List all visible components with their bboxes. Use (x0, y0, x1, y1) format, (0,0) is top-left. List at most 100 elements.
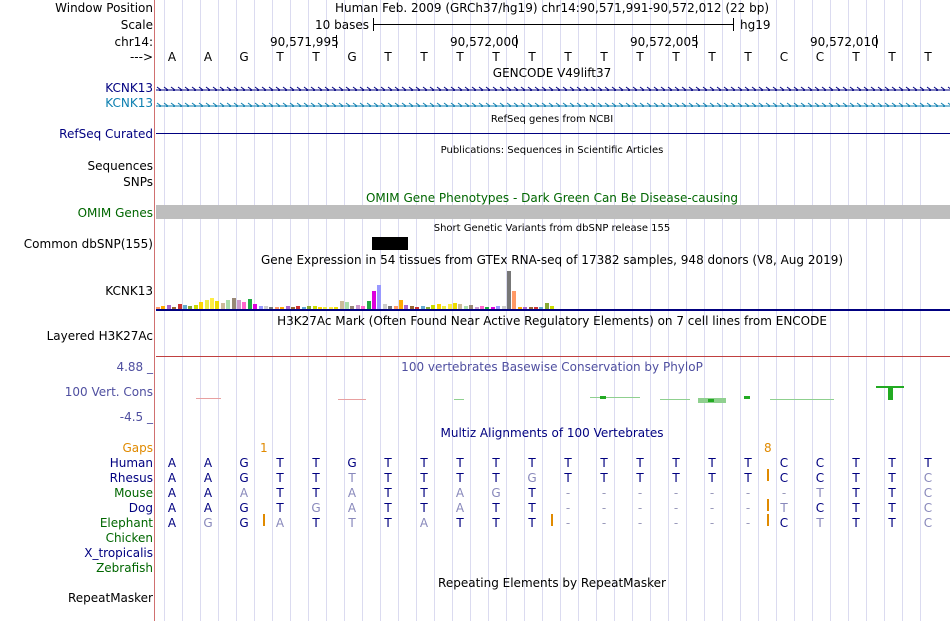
gtex-tissue-bar[interactable] (183, 305, 187, 309)
gtex-tissue-bar[interactable] (258, 306, 263, 309)
gtex-tissue-bar[interactable] (544, 303, 549, 309)
label-repeatmasker[interactable]: RepeatMasker (67, 591, 153, 605)
label-species[interactable]: Elephant (99, 516, 153, 530)
gtex-tissue-bar[interactable] (345, 302, 349, 309)
gtex-tissue-bar[interactable] (480, 306, 484, 309)
gtex-tissue-bar[interactable] (253, 304, 258, 309)
gtex-tissue-bar[interactable] (539, 307, 544, 309)
label-gencode-kcnk13[interactable]: KCNK13 (105, 81, 153, 95)
label-strand-arrow[interactable]: ---> (129, 50, 153, 64)
gtex-tissue-bar[interactable] (463, 306, 468, 309)
label-scale[interactable]: Scale (120, 18, 153, 32)
label-common-dbsnp[interactable]: Common dbSNP(155) (23, 237, 153, 251)
gtex-tissue-bar[interactable] (442, 306, 447, 309)
gtex-tissue-bar[interactable] (296, 306, 301, 309)
gtex-tissue-bar[interactable] (166, 305, 171, 309)
gtex-tissue-bar[interactable] (301, 307, 306, 309)
label-gencode-kcnk13-2[interactable]: KCNK13 (105, 96, 153, 110)
gtex-tissue-bar[interactable] (377, 285, 382, 309)
gtex-tissue-bar[interactable] (334, 307, 339, 309)
gtex-tissue-bar[interactable] (426, 307, 430, 309)
gtex-tissue-bar[interactable] (393, 306, 398, 309)
label-gtex-kcnk13[interactable]: KCNK13 (105, 284, 153, 298)
gtex-tissue-bar[interactable] (528, 307, 533, 309)
label-omim-genes[interactable]: OMIM Genes (77, 206, 153, 220)
gtex-tissue-bar[interactable] (388, 306, 393, 309)
gtex-tissue-bar[interactable] (247, 299, 252, 309)
gtex-tissue-bar[interactable] (415, 307, 420, 309)
gtex-tissue-bar[interactable] (280, 307, 285, 309)
gtex-tissue-bar[interactable] (350, 306, 355, 309)
gtex-tissue-bar[interactable] (242, 302, 247, 309)
refseq-gene-line[interactable] (156, 133, 950, 134)
label-species[interactable]: X_tropicalis (84, 546, 153, 560)
gtex-tissue-bar[interactable] (177, 304, 182, 309)
label-species[interactable]: Mouse (114, 486, 153, 500)
gtex-tissue-bar[interactable] (399, 300, 403, 309)
gtex-tissue-bar[interactable] (204, 300, 209, 309)
gtex-tissue-bar[interactable] (517, 307, 522, 309)
gtex-tissue-bar[interactable] (274, 307, 279, 309)
gtex-tissue-bar[interactable] (210, 298, 214, 309)
gtex-tissue-bar[interactable] (550, 306, 555, 309)
gtex-tissue-bar[interactable] (366, 301, 371, 309)
gtex-tissue-bar[interactable] (490, 307, 495, 309)
gtex-tissue-bar[interactable] (339, 301, 344, 309)
gtex-tissue-bar[interactable] (156, 307, 160, 309)
gtex-tissue-bar[interactable] (220, 303, 225, 309)
gtex-tissue-bar[interactable] (193, 305, 198, 309)
gencode-gene-kcnk13-2[interactable] (156, 99, 950, 107)
label-species[interactable]: Human (109, 456, 153, 470)
gtex-tissue-bar[interactable] (215, 301, 220, 309)
gtex-tissue-bar[interactable] (264, 306, 268, 309)
gtex-tissue-bar[interactable] (485, 307, 490, 309)
h3k27ac-signal-line[interactable] (156, 356, 950, 357)
gtex-tissue-bar[interactable] (226, 300, 231, 309)
gtex-tissue-bar[interactable] (523, 307, 528, 309)
label-sequences[interactable]: Sequences (87, 159, 153, 173)
label-snps[interactable]: SNPs (123, 175, 153, 189)
gtex-tissue-bar[interactable] (382, 304, 387, 309)
gtex-tissue-bar[interactable] (474, 307, 479, 309)
label-species[interactable]: Zebrafish (96, 561, 153, 575)
gtex-tissue-bar[interactable] (323, 307, 328, 309)
gtex-tissue-bar[interactable] (409, 306, 414, 309)
gtex-tissue-bar[interactable] (291, 307, 295, 309)
gtex-tissue-bar[interactable] (507, 271, 511, 309)
gtex-tissue-bar[interactable] (404, 305, 409, 309)
label-species[interactable]: Rhesus (109, 471, 153, 485)
label-layered-h3k27ac[interactable]: Layered H3K27Ac (46, 329, 153, 343)
gtex-tissue-bar[interactable] (318, 307, 322, 309)
label-gaps[interactable]: Gaps (122, 441, 153, 455)
gtex-tissue-bar[interactable] (469, 305, 474, 309)
gtex-tissue-bar[interactable] (453, 303, 457, 309)
gtex-tissue-bar[interactable] (188, 306, 193, 309)
gtex-tissue-bar[interactable] (307, 306, 312, 309)
gtex-tissue-bar[interactable] (361, 306, 366, 309)
gtex-tissue-bar[interactable] (161, 306, 166, 309)
gtex-tissue-bar[interactable] (269, 307, 274, 309)
gtex-tissue-bar[interactable] (431, 305, 436, 309)
gtex-tissue-bar[interactable] (534, 307, 538, 309)
gtex-tissue-bar[interactable] (512, 291, 517, 309)
label-species[interactable]: Dog (128, 501, 153, 515)
gtex-tissue-bar[interactable] (496, 306, 501, 309)
label-phylop[interactable]: 100 Vert. Cons (64, 385, 153, 399)
gtex-tissue-bar[interactable] (285, 306, 290, 309)
gtex-tissue-bar[interactable] (312, 306, 317, 309)
omim-gene-bar[interactable] (156, 205, 950, 219)
gtex-tissue-bar[interactable] (237, 300, 241, 309)
gtex-tissue-bar[interactable] (355, 305, 360, 309)
gtex-tissue-bar[interactable] (172, 307, 177, 309)
gtex-tissue-bar[interactable] (447, 304, 452, 309)
gtex-tissue-bar[interactable] (328, 307, 333, 309)
gtex-tissue-bar[interactable] (420, 306, 425, 309)
gtex-tissue-bar[interactable] (436, 304, 441, 309)
label-chromosome[interactable]: chr14: (114, 35, 153, 49)
gtex-tissue-bar[interactable] (231, 298, 236, 309)
label-window-position[interactable]: Window Position (55, 1, 153, 15)
gtex-tissue-bar[interactable] (199, 302, 204, 309)
dbsnp-variant[interactable] (372, 237, 408, 250)
gtex-tissue-bar[interactable] (372, 291, 376, 309)
